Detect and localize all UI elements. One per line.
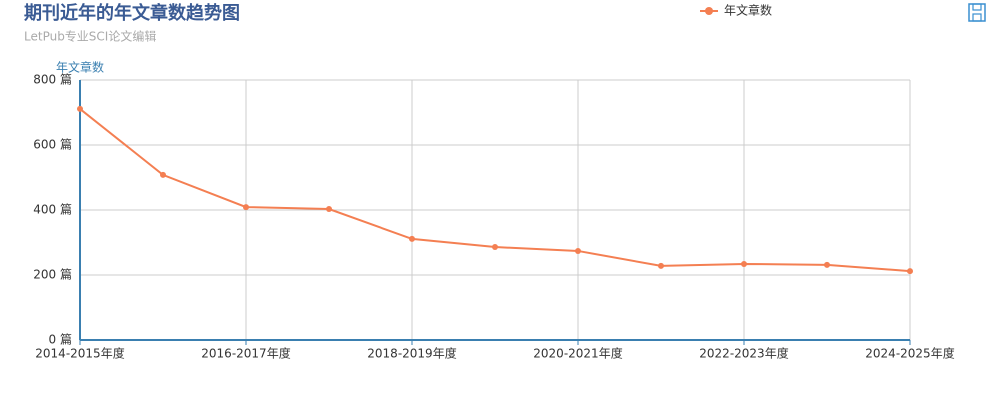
x-tick-label: 2016-2017年度 bbox=[201, 346, 290, 361]
y-tick-label: 400 篇 bbox=[33, 202, 72, 217]
data-point bbox=[77, 105, 83, 112]
x-tick-label: 2020-2021年度 bbox=[533, 346, 622, 361]
x-tick-label: 2014-2015年度 bbox=[35, 346, 124, 361]
save-icon[interactable] bbox=[968, 3, 986, 22]
legend-marker bbox=[705, 7, 713, 15]
data-point bbox=[160, 171, 166, 178]
data-point bbox=[575, 247, 581, 254]
y-tick-label: 600 篇 bbox=[33, 137, 72, 152]
save-icon-frame bbox=[968, 3, 986, 22]
data-point bbox=[492, 244, 498, 251]
y-tick-label: 800 篇 bbox=[33, 72, 72, 87]
save-icon-slot bbox=[972, 3, 982, 11]
data-point bbox=[326, 206, 332, 213]
data-point bbox=[741, 260, 747, 267]
data-point bbox=[824, 261, 830, 268]
data-point bbox=[243, 204, 249, 211]
x-tick-label: 2022-2023年度 bbox=[699, 346, 788, 361]
x-tick-label: 2018-2019年度 bbox=[367, 346, 456, 361]
save-icon-label bbox=[972, 13, 982, 22]
chart-title: 期刊近年的年文章数趋势图 bbox=[24, 2, 240, 24]
y-tick-label: 0 篇 bbox=[49, 332, 72, 347]
y-axis-name: 年文章数 bbox=[56, 60, 104, 75]
data-point bbox=[409, 235, 415, 242]
legend-label: 年文章数 bbox=[724, 3, 772, 18]
data-point bbox=[658, 262, 664, 269]
chart-subtitle: LetPub专业SCI论文编辑 bbox=[24, 29, 156, 44]
data-point bbox=[907, 268, 913, 275]
x-tick-label: 2024-2025年度 bbox=[865, 346, 954, 361]
y-tick-label: 200 篇 bbox=[33, 267, 72, 282]
